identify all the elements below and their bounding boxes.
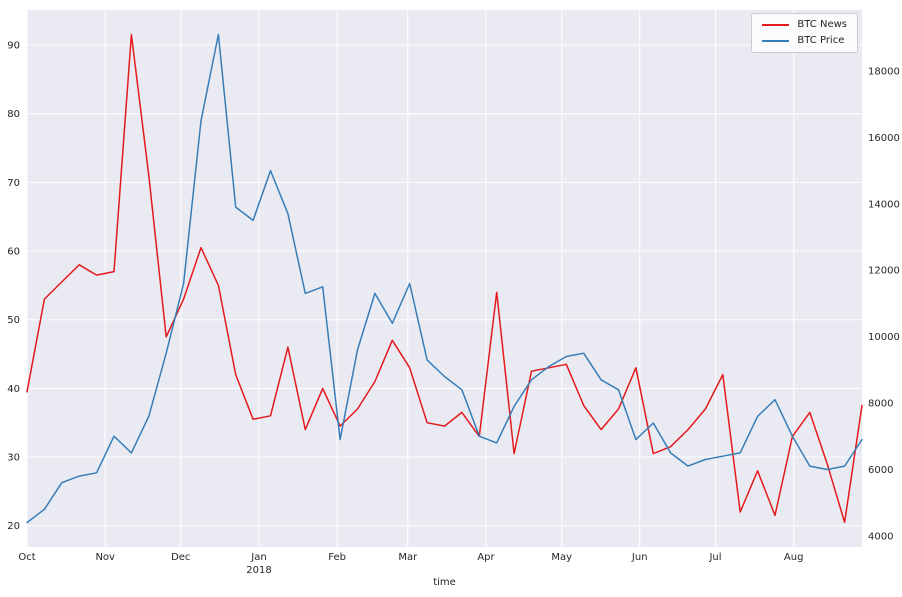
left-axis-tick-label: 90 — [7, 41, 20, 52]
x-tick-label: Jul — [708, 552, 721, 563]
x-tick-label: Feb — [328, 552, 346, 563]
x-tick-label: Apr — [477, 552, 495, 563]
legend-item-btc-news: BTC News — [762, 20, 847, 30]
left-axis-tick-label: 80 — [7, 109, 20, 120]
left-axis-tick-label: 40 — [7, 384, 20, 395]
legend-line-btc-price — [762, 40, 790, 42]
right-axis-tick-label: 16000 — [868, 133, 900, 144]
right-axis-tick-label: 6000 — [868, 465, 893, 476]
x-tick-label: Mar — [398, 552, 418, 563]
legend-label-btc-price: BTC Price — [797, 35, 845, 46]
x-tick-label: Aug — [784, 552, 804, 563]
x-tick-label: Oct — [18, 552, 35, 563]
right-axis-tick-label: 8000 — [868, 399, 893, 410]
right-axis-tick-label: 12000 — [868, 266, 900, 277]
left-axis-tick-label: 70 — [7, 178, 20, 189]
x-axis-label: time — [433, 577, 456, 588]
left-axis-tick-label: 60 — [7, 247, 20, 258]
left-axis-tick-label: 20 — [7, 521, 20, 532]
series-line-btc-news — [26, 33, 863, 524]
x-tick-sublabel: 2018 — [246, 565, 271, 576]
legend-label-btc-news: BTC News — [797, 19, 847, 30]
legend: BTC News BTC Price — [751, 13, 858, 53]
legend-item-btc-price: BTC Price — [762, 36, 847, 46]
left-axis-tick-label: 50 — [7, 315, 20, 326]
x-tick-label: May — [551, 552, 572, 563]
legend-line-btc-news — [762, 24, 790, 26]
right-axis-tick-label: 4000 — [868, 531, 893, 542]
x-tick-label: Jan — [250, 552, 266, 563]
right-axis-tick-label: 10000 — [868, 332, 900, 343]
right-axis-tick-label: 18000 — [868, 66, 900, 77]
x-tick-label: Dec — [171, 552, 190, 563]
right-axis-tick-label: 14000 — [868, 199, 900, 210]
plot-area — [27, 10, 862, 547]
x-tick-label: Jun — [631, 552, 648, 563]
x-tick-label: Nov — [95, 552, 115, 563]
series-line-btc-price — [26, 33, 863, 524]
left-axis-tick-label: 30 — [7, 453, 20, 464]
